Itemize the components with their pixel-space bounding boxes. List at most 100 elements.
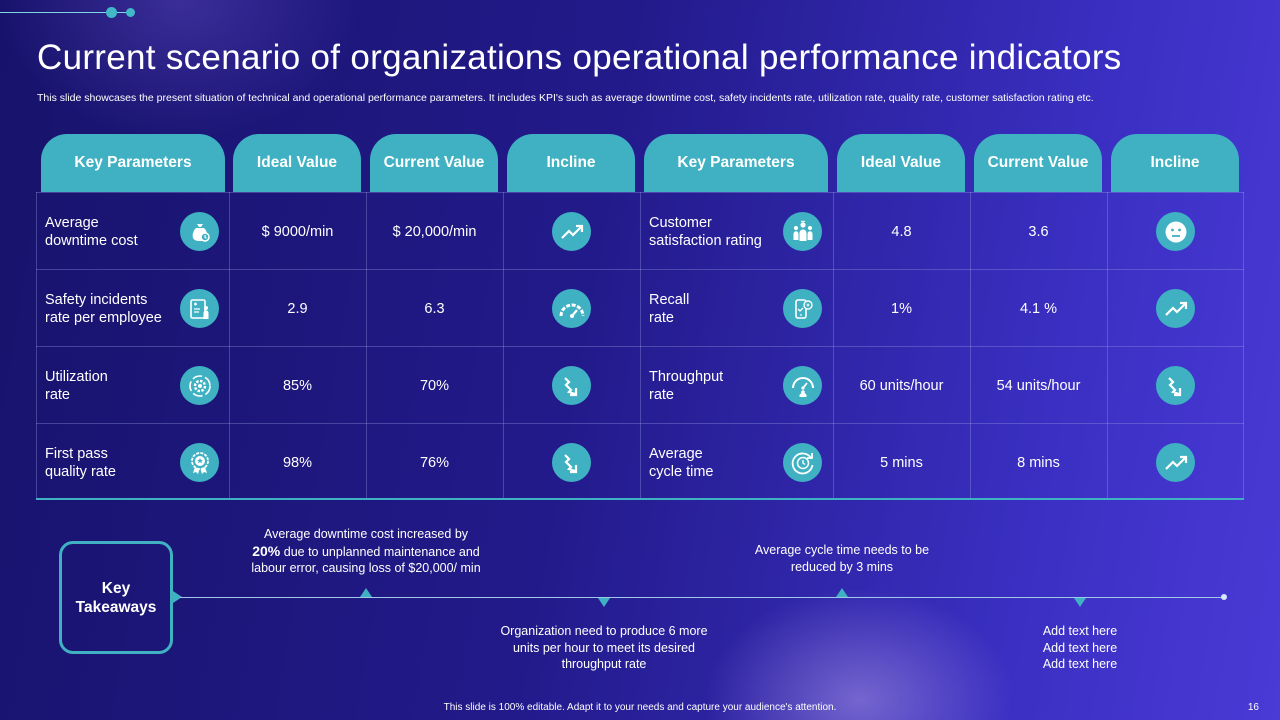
grid-line	[640, 192, 641, 499]
gear-cycle-icon	[180, 366, 219, 405]
trend-down-icon	[1156, 366, 1195, 405]
trend-up-icon	[1156, 443, 1195, 482]
trend-down-icon	[552, 443, 591, 482]
gauge-icon	[552, 289, 591, 328]
incline-cell	[503, 347, 640, 424]
table-row: Utilization rate 85% 70% Throughput rate 6…	[36, 346, 1244, 423]
note-text: Add text here	[1042, 657, 1118, 671]
grid-line	[1243, 192, 1244, 499]
param-line: Average	[45, 214, 99, 231]
param-line: First pass	[45, 445, 108, 462]
param-name: Average downtime cost	[36, 193, 229, 270]
param-line: quality rate	[45, 463, 116, 480]
param-line: Safety incidents	[45, 291, 148, 308]
grid-line	[1107, 192, 1108, 499]
param-line: Utilization	[45, 368, 108, 385]
page-number: 16	[1247, 702, 1259, 713]
current-value: 54 units/hour	[996, 377, 1081, 394]
grid-line	[366, 192, 367, 499]
incline-cell	[1107, 424, 1244, 501]
decorative-line	[0, 12, 112, 13]
param-line: Throughput	[649, 368, 724, 385]
param-name: First pass quality rate	[36, 424, 229, 501]
table-row: Safety incidents rate per employee 2.9 6.…	[36, 269, 1244, 346]
decorative-dot	[106, 7, 117, 18]
timeline-end-dot	[1221, 594, 1227, 600]
current-value: 6.3	[424, 300, 445, 317]
key-takeaways-box: Key Takeaways	[59, 541, 173, 654]
ideal-value: 98%	[282, 454, 313, 471]
award-badge-icon	[180, 443, 219, 482]
timeline-marker	[1074, 598, 1086, 607]
param-line: rate	[45, 386, 70, 403]
param-line: Recall	[649, 291, 690, 308]
team-icon	[783, 212, 822, 251]
table-header-row: Key Parameters Ideal Value Current Value…	[0, 134, 1280, 192]
param-name: Recall rate	[640, 270, 833, 347]
kpi-table: Average downtime cost $ 9000/min $ 20,000…	[36, 192, 1244, 500]
table-row: First pass quality rate 98% 76% Average cy…	[36, 423, 1244, 500]
grid-line	[833, 192, 834, 499]
timeline-marker	[360, 588, 372, 597]
ideal-value: 60 units/hour	[859, 377, 944, 394]
takeaway-note: Average downtime cost increased by 20% du…	[236, 526, 496, 577]
incline-cell	[1107, 270, 1244, 347]
incline-cell	[503, 424, 640, 501]
param-line: cycle time	[649, 463, 714, 480]
trend-up-icon	[1156, 289, 1195, 328]
current-value: 8 mins	[1017, 454, 1060, 471]
decorative-dot	[126, 8, 135, 17]
header-current-value: Current Value	[370, 134, 498, 192]
incline-cell	[503, 193, 640, 270]
current-value: 3.6	[1028, 223, 1049, 240]
neutral-face-icon	[1156, 212, 1195, 251]
grid-line	[503, 192, 504, 499]
slide-subtitle: This slide showcases the present situati…	[37, 92, 1094, 104]
slide-title: Current scenario of organizations operat…	[37, 38, 1122, 77]
grid-line	[36, 192, 37, 499]
note-text: due to unplanned maintenance and labour …	[251, 544, 481, 576]
param-name: Average cycle time	[640, 424, 833, 501]
param-line: rate	[649, 386, 674, 403]
speedometer-icon	[783, 366, 822, 405]
money-bag-icon	[180, 212, 219, 251]
header-ideal-value: Ideal Value	[233, 134, 361, 192]
note-text: Add text here	[1042, 640, 1118, 655]
current-value: 4.1 %	[1019, 300, 1058, 317]
ideal-value: 85%	[282, 377, 313, 394]
current-value: 76%	[419, 454, 450, 471]
header-key-parameters: Key Parameters	[644, 134, 828, 192]
ideal-value: 2.9	[287, 300, 308, 317]
param-name: Throughput rate	[640, 347, 833, 424]
param-line: rate per employee	[45, 309, 162, 326]
param-line: downtime cost	[45, 232, 138, 249]
current-value: 70%	[419, 377, 450, 394]
ideal-value: 1%	[891, 300, 912, 317]
timeline-marker	[598, 598, 610, 607]
header-key-parameters: Key Parameters	[41, 134, 225, 192]
safety-board-icon	[180, 289, 219, 328]
footer-note: This slide is 100% editable. Adapt it to…	[443, 702, 837, 713]
ideal-value: $ 9000/min	[261, 223, 334, 240]
timeline-line	[180, 597, 1224, 598]
decorative-line	[117, 12, 127, 13]
header-current-value: Current Value	[974, 134, 1102, 192]
takeaway-note: Organization need to produce 6 more unit…	[500, 624, 708, 671]
incline-cell	[1107, 193, 1244, 270]
incline-cell	[503, 270, 640, 347]
phone-recall-icon	[783, 289, 822, 328]
param-name: Customer satisfaction rating	[640, 193, 833, 270]
note-highlight: 20%	[252, 542, 281, 559]
param-name: Utilization rate	[36, 347, 229, 424]
incline-cell	[1107, 347, 1244, 424]
takeaway-note: Average cycle time needs to be reduced b…	[754, 543, 930, 574]
ideal-value: 5 mins	[880, 454, 923, 471]
param-line: Average	[649, 445, 703, 462]
takeaways-label: Key	[101, 579, 131, 597]
header-ideal-value: Ideal Value	[837, 134, 965, 192]
header-incline: Incline	[1111, 134, 1239, 192]
grid-line	[970, 192, 971, 499]
takeaways-label: Takeaways	[75, 598, 157, 616]
grid-line	[229, 192, 230, 499]
ideal-value: 4.8	[891, 223, 912, 240]
